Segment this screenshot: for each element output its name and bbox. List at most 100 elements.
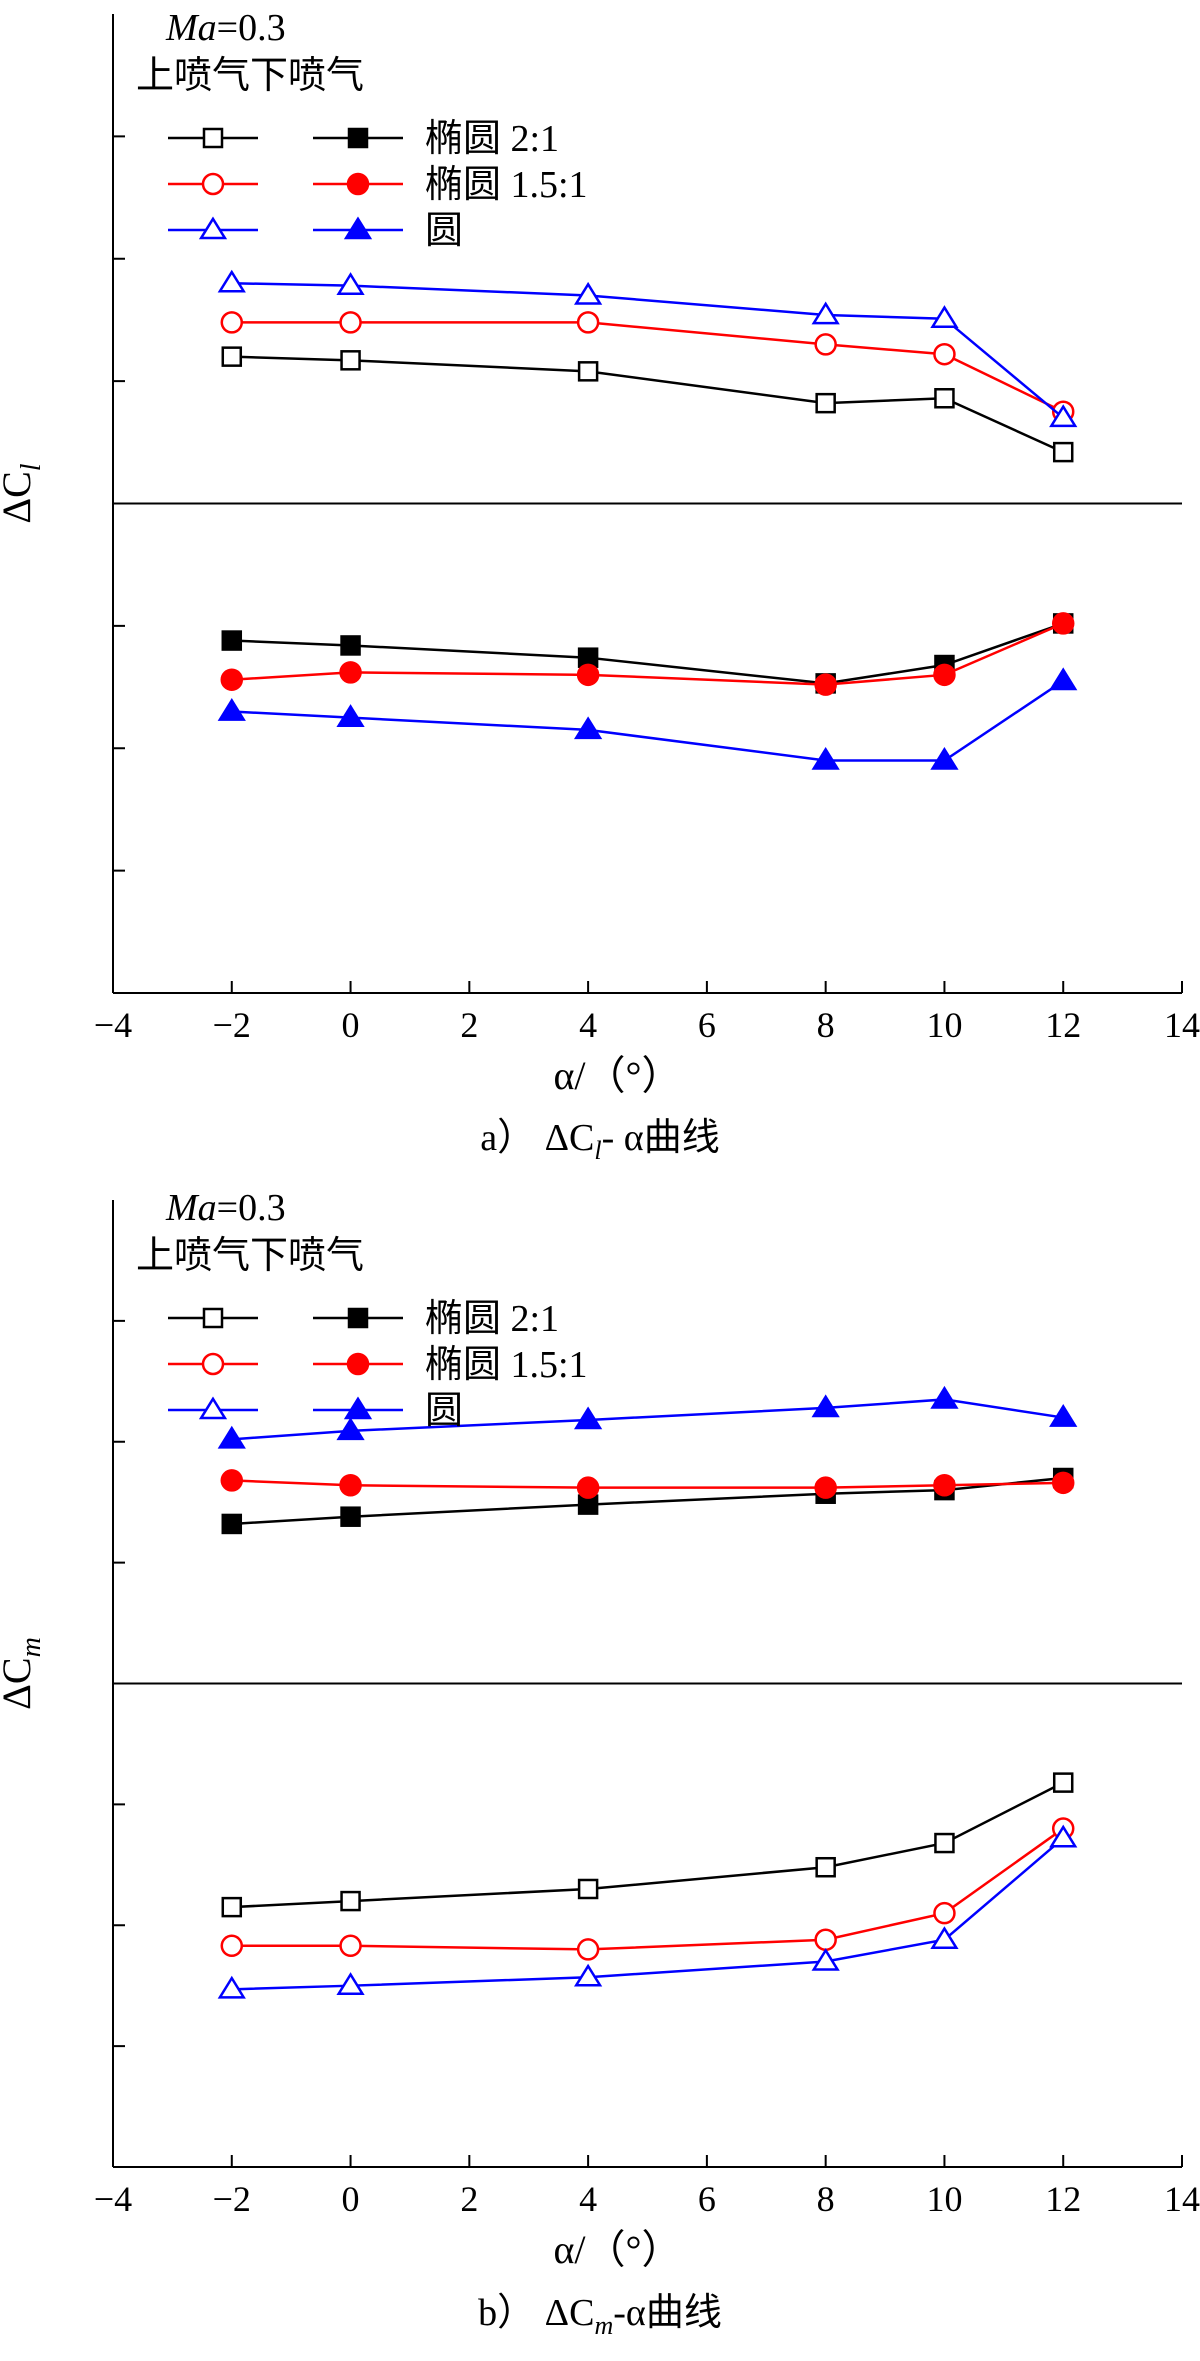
data-point bbox=[336, 272, 365, 295]
data-point bbox=[933, 342, 956, 366]
data-point bbox=[221, 1896, 243, 1918]
data-point bbox=[221, 630, 243, 651]
caption-symbol: ΔC bbox=[545, 2292, 595, 2334]
x-tick-label: 12 bbox=[1045, 2179, 1081, 2219]
series-line bbox=[231, 622, 1064, 685]
legend-label: 圆 bbox=[425, 1390, 463, 1432]
caption-prefix: a） bbox=[480, 1117, 544, 1159]
data-point bbox=[573, 716, 603, 740]
panel-caption: b） ΔCm-α曲线 bbox=[478, 2292, 722, 2340]
data-point bbox=[340, 1506, 361, 1527]
series-line bbox=[231, 1781, 1064, 1909]
data-point bbox=[576, 311, 600, 334]
series-6 bbox=[217, 1385, 1078, 1449]
data-point bbox=[1052, 1772, 1074, 1793]
data-point bbox=[220, 311, 244, 334]
data-point bbox=[576, 663, 600, 687]
x-axis-label: α/（°） bbox=[553, 1053, 681, 1098]
data-point bbox=[217, 1425, 246, 1449]
data-point bbox=[336, 1972, 365, 1995]
series-3 bbox=[217, 269, 1078, 428]
caption-suffix: -α曲线 bbox=[613, 2292, 722, 2334]
data-point bbox=[576, 1938, 600, 1961]
x-tick-label: −4 bbox=[94, 2179, 132, 2219]
data-point bbox=[221, 346, 243, 367]
legend-label: 椭圆 1.5:1 bbox=[425, 1344, 588, 1386]
data-point bbox=[339, 1934, 362, 1958]
mach-annotation-value: =0.3 bbox=[217, 1187, 286, 1229]
series-1 bbox=[221, 346, 1074, 463]
data-point bbox=[933, 1474, 956, 1497]
mach-annotation: Ma=0.3 bbox=[165, 7, 286, 49]
series-5 bbox=[220, 612, 1075, 696]
legend-label: 椭圆 2:1 bbox=[425, 118, 559, 160]
data-point bbox=[934, 1832, 955, 1854]
legend-label: 椭圆 1.5:1 bbox=[425, 164, 588, 206]
x-tick-label: 10 bbox=[926, 2179, 962, 2219]
legend-marker bbox=[198, 216, 228, 240]
data-point bbox=[933, 663, 956, 687]
y-axis-label: ΔCl bbox=[0, 463, 47, 523]
x-tick-label: 6 bbox=[698, 1005, 716, 1045]
legend-marker bbox=[347, 127, 369, 149]
data-point bbox=[1051, 612, 1075, 635]
x-tick-label: 4 bbox=[579, 2179, 597, 2219]
data-point bbox=[217, 269, 246, 293]
data-point bbox=[934, 388, 955, 409]
x-tick-label: 2 bbox=[460, 2179, 478, 2219]
x-tick-label: 0 bbox=[342, 2179, 360, 2219]
data-point bbox=[930, 305, 959, 328]
series-line bbox=[231, 321, 1064, 413]
data-point bbox=[217, 698, 246, 721]
data-point bbox=[221, 1513, 243, 1535]
data-point bbox=[930, 1926, 959, 1950]
mach-annotation-value: =0.3 bbox=[217, 7, 286, 49]
data-point bbox=[814, 333, 837, 356]
data-point bbox=[814, 673, 837, 696]
data-point bbox=[217, 1975, 246, 1999]
data-point bbox=[930, 1385, 959, 1409]
legend-marker bbox=[202, 127, 224, 149]
legend-header-lower: 下喷气 bbox=[250, 1235, 364, 1277]
y-axis-label-sub: m bbox=[16, 1637, 47, 1657]
x-tick-label: 4 bbox=[579, 1005, 597, 1045]
series-line bbox=[231, 1398, 1064, 1441]
legend-marker bbox=[346, 172, 370, 196]
legend-marker bbox=[201, 1352, 225, 1376]
caption-prefix: b） bbox=[478, 2292, 545, 2334]
data-point bbox=[576, 1476, 600, 1499]
x-axis-label: α/（°） bbox=[553, 2227, 681, 2272]
data-point bbox=[811, 1947, 840, 1971]
data-point bbox=[336, 704, 365, 727]
data-point bbox=[811, 746, 840, 770]
data-point bbox=[573, 1406, 603, 1430]
data-point bbox=[220, 668, 244, 691]
data-point bbox=[336, 1417, 365, 1441]
data-point bbox=[815, 1856, 836, 1878]
x-tick-label: −2 bbox=[213, 2179, 251, 2219]
legend-marker bbox=[347, 1307, 369, 1329]
data-point bbox=[340, 350, 361, 371]
x-tick-label: 10 bbox=[926, 1005, 962, 1045]
data-point bbox=[930, 746, 959, 770]
x-tick-label: 8 bbox=[817, 1005, 835, 1045]
data-point bbox=[811, 1394, 840, 1418]
y-axis-label: ΔCm bbox=[0, 1637, 47, 1710]
legend-marker bbox=[198, 1396, 228, 1420]
x-tick-label: 14 bbox=[1164, 1005, 1200, 1045]
panel-caption: a） ΔCl- α曲线 bbox=[480, 1117, 719, 1165]
data-point bbox=[1049, 667, 1078, 691]
data-point bbox=[1051, 1471, 1075, 1495]
series-line bbox=[231, 281, 1065, 419]
data-point bbox=[220, 1469, 244, 1492]
x-tick-label: 14 bbox=[1164, 2179, 1200, 2219]
x-tick-label: −4 bbox=[94, 1005, 132, 1045]
data-point bbox=[573, 1963, 603, 1987]
x-tick-label: 2 bbox=[460, 1005, 478, 1045]
caption-sub: m bbox=[594, 2311, 613, 2340]
data-point bbox=[577, 1878, 599, 1900]
mach-annotation-symbol: Ma bbox=[165, 7, 217, 49]
legend-marker bbox=[346, 1352, 370, 1376]
x-tick-label: −2 bbox=[213, 1005, 251, 1045]
